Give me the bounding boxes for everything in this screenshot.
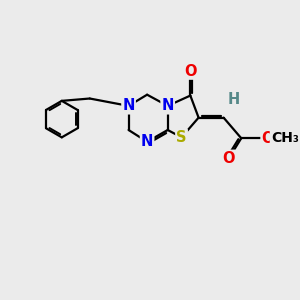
Text: O: O: [184, 64, 196, 79]
Text: H: H: [228, 92, 240, 107]
Text: N: N: [141, 134, 153, 149]
Text: O: O: [262, 131, 274, 146]
Text: O: O: [223, 151, 235, 166]
Text: N: N: [161, 98, 174, 113]
Text: S: S: [176, 130, 187, 145]
Text: CH₃: CH₃: [271, 131, 299, 145]
Text: N: N: [122, 98, 135, 113]
